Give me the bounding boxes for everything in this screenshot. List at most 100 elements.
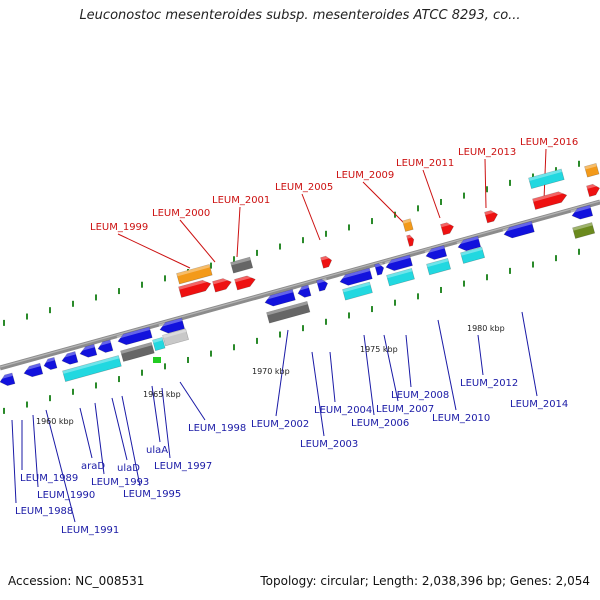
gene-label-top-connector: [179, 219, 216, 263]
gene-label-bottom: LEUM_2007: [376, 404, 434, 415]
gene-red: [586, 182, 600, 197]
gene-label-bottom-connector: [329, 351, 336, 403]
kbp-label: 1970 kbp: [252, 367, 290, 376]
backbone-line: [0, 199, 600, 371]
gene-label-bottom-connector: [311, 351, 325, 437]
gene-red: [406, 234, 415, 247]
gene-label-top: LEUM_1999: [90, 222, 148, 233]
gene-cyan: [460, 246, 486, 264]
gene-label-bottom-connector: [477, 334, 484, 376]
gene-label-bottom: LEUM_1998: [188, 423, 246, 434]
gene-red: [212, 276, 232, 293]
gene-label-bottom: LEUM_2012: [460, 378, 518, 389]
gene-label-bottom-connector: [521, 311, 538, 397]
topology-summary: Topology: circular; Length: 2,038,396 bp…: [260, 574, 590, 588]
gene-gray: [230, 256, 254, 274]
gene-label-bottom: LEUM_2003: [300, 439, 358, 450]
gene-blue: [96, 339, 114, 353]
gene-light-gray: [162, 328, 189, 347]
kbp-label: 1965 kbp: [143, 390, 181, 399]
gene-blue: [78, 343, 98, 358]
backbone-highlight: [0, 200, 600, 368]
gene-orange: [584, 162, 600, 178]
gene-blue: [60, 351, 79, 365]
gene-blue: [384, 254, 413, 271]
gene-label-bottom-connector: [275, 329, 289, 417]
gene-red: [320, 254, 333, 269]
gene-blue: [116, 326, 153, 346]
gene-blue: [0, 372, 16, 386]
gene-label-top: LEUM_2001: [212, 195, 270, 206]
gene-label-bottom-connector: [179, 381, 206, 421]
gene-label-top-connector: [236, 206, 241, 258]
gene-label-top-connector: [362, 181, 406, 225]
gene-label-bottom-connector: [11, 419, 17, 504]
gene-label-top-connector: [117, 233, 191, 269]
gene-label-bottom: LEUM_1993: [91, 477, 149, 488]
gene-label-bottom-connector: [363, 334, 375, 416]
gene-label-top-connector: [422, 169, 441, 219]
gene-blue: [456, 235, 482, 252]
gene-blue: [374, 262, 385, 276]
gene-orange: [402, 218, 414, 232]
gene-green-marker: [153, 357, 161, 363]
gene-blue: [502, 220, 535, 239]
gene-label-top: LEUM_2009: [336, 170, 394, 181]
gene-label-bottom: LEUM_2004: [314, 405, 372, 416]
gene-blue: [424, 245, 448, 260]
gene-label-bottom: LEUM_1995: [123, 489, 181, 500]
gene-cyan: [152, 337, 166, 352]
gene-label-bottom: araD: [81, 461, 105, 472]
kbp-label: 1960 kbp: [36, 417, 74, 426]
gene-blue: [296, 284, 312, 298]
gene-blue: [263, 289, 296, 307]
gene-label-top: LEUM_2013: [458, 147, 516, 158]
gene-label-bottom-connector: [32, 414, 39, 488]
gene-label-top: LEUM_2000: [152, 208, 210, 219]
gene-red: [532, 189, 568, 210]
gene-cyan: [342, 281, 373, 301]
gene-label-bottom: LEUM_1997: [154, 461, 212, 472]
gene-label-bottom: LEUM_1988: [15, 506, 73, 517]
gene-label-bottom-connector: [111, 397, 128, 461]
gene-label-bottom-connector: [437, 319, 457, 411]
gene-label-bottom: LEUM_1989: [20, 473, 78, 484]
gene-blue: [158, 317, 185, 334]
gene-label-bottom-connector: [121, 395, 141, 487]
gene-label-bottom-connector: [161, 387, 171, 459]
gene-label-bottom: ulaD: [117, 463, 140, 474]
gene-cyan: [426, 258, 452, 276]
gene-label-bottom-connector: [383, 334, 399, 402]
gene-label-top-connector: [484, 158, 487, 209]
gene-red: [234, 274, 256, 291]
gene-red: [484, 209, 498, 224]
map-title: Leuconostoc mesenteroides subsp. mesente…: [79, 8, 521, 23]
gene-blue: [42, 356, 58, 371]
accession-text: Accession: NC_008531: [8, 574, 145, 588]
gene-blue: [338, 267, 373, 286]
gene-label-bottom-connector: [79, 407, 93, 459]
gene-label-bottom: LEUM_2014: [510, 399, 568, 410]
gene-blue: [22, 362, 44, 378]
gene-blue: [570, 204, 594, 220]
gene-cyan: [386, 268, 415, 287]
gene-red: [440, 221, 454, 236]
gene-red: [178, 278, 212, 298]
gene-label-bottom: LEUM_2008: [391, 390, 449, 401]
kbp-label: 1975 kbp: [360, 345, 398, 354]
gene-label-bottom: LEUM_2002: [251, 419, 309, 430]
gene-label-top: LEUM_2011: [396, 158, 454, 169]
gene-label-bottom-connector: [45, 409, 76, 523]
gene-label-bottom: LEUM_2006: [351, 418, 409, 429]
gene-label-bottom: LEUM_1990: [37, 490, 95, 501]
gene-gray: [266, 300, 311, 324]
gene-label-bottom-connector: [151, 385, 161, 443]
gene-label-bottom: LEUM_2010: [432, 413, 490, 424]
gene-cyan: [528, 168, 565, 190]
gene-label-top-connector: [301, 193, 321, 241]
gene-olive: [572, 222, 596, 239]
gene-orange: [176, 264, 213, 285]
kbp-label: 1980 kbp: [467, 324, 505, 333]
gene-label-bottom: ulaA: [146, 445, 168, 456]
